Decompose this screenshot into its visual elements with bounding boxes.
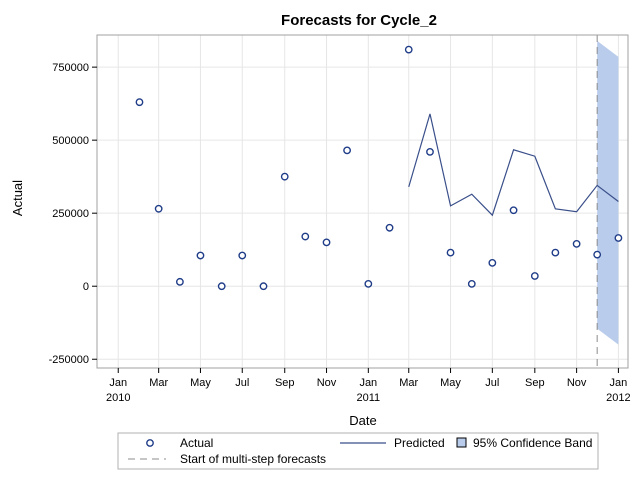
- x-tick-label: Jan: [610, 377, 628, 389]
- x-tick-label: Nov: [317, 377, 337, 389]
- x-tick-label: Sep: [525, 377, 545, 389]
- actual-point: [322, 238, 331, 247]
- x-tick-year-label: 2012: [606, 392, 630, 404]
- actual-point: [280, 172, 289, 181]
- actual-point: [135, 98, 144, 107]
- y-tick-label: 500000: [52, 135, 89, 147]
- actual-point: [614, 234, 623, 242]
- x-tick-label: Nov: [567, 377, 587, 389]
- predicted-line: [408, 113, 619, 217]
- actual-point: [154, 204, 163, 213]
- actual-point: [530, 272, 539, 280]
- predicted-line-layer: [408, 113, 619, 217]
- y-axis-title: Actual: [10, 180, 25, 216]
- x-axis-title: Date: [349, 413, 376, 428]
- y-tick-label: 250000: [52, 208, 89, 220]
- legend-symbol-band: [456, 437, 467, 448]
- y-tick-label: 750000: [52, 62, 89, 74]
- actual-point: [572, 239, 581, 248]
- legend-symbol-actual: [146, 439, 154, 447]
- x-tick-label: Jan: [109, 377, 127, 389]
- actual-point: [446, 248, 455, 257]
- actual-point: [364, 279, 373, 288]
- axis-layer: -250000 0 250000 500000 750000 Jan 2010 Mar May J…: [49, 62, 631, 404]
- x-tick-year-label: 2011: [356, 392, 380, 404]
- actual-point: [467, 279, 476, 288]
- actual-point: [404, 45, 413, 54]
- actual-point: [176, 277, 184, 286]
- actual-point: [509, 206, 518, 215]
- actual-point: [301, 232, 310, 241]
- x-tick-label: Jan: [359, 377, 377, 389]
- legend-label: Actual: [180, 436, 213, 450]
- legend: Actual Predicted 95% Confidence Band Start …: [117, 432, 599, 470]
- actual-point: [259, 282, 268, 291]
- legend-label: 95% Confidence Band: [473, 436, 592, 450]
- actual-point: [551, 248, 560, 257]
- actual-markers-layer: [135, 45, 623, 291]
- actual-point: [593, 250, 602, 259]
- legend-label: Start of multi-step forecasts: [180, 452, 326, 466]
- x-tick-label: Mar: [149, 377, 168, 389]
- x-tick-label: Jul: [235, 377, 249, 389]
- y-tick-label: -250000: [49, 354, 89, 366]
- x-tick-year-label: 2010: [106, 392, 130, 404]
- actual-point: [238, 251, 247, 260]
- x-tick-label: Jul: [485, 377, 499, 389]
- x-tick-label: Sep: [275, 377, 295, 389]
- actual-point: [196, 251, 205, 260]
- x-tick-label: Mar: [399, 377, 418, 389]
- x-tick-label: May: [190, 377, 211, 389]
- actual-point: [343, 146, 351, 155]
- y-tick-label: 0: [83, 281, 89, 293]
- x-tick-label: May: [440, 377, 461, 389]
- legend-frame: [117, 432, 599, 470]
- actual-point: [488, 258, 497, 267]
- plot-frame: [96, 34, 629, 369]
- actual-point: [426, 147, 434, 156]
- actual-point: [385, 223, 394, 232]
- actual-point: [217, 282, 226, 291]
- chart-title: Forecasts for Cycle_2: [281, 12, 437, 29]
- legend-label: Predicted: [394, 436, 445, 450]
